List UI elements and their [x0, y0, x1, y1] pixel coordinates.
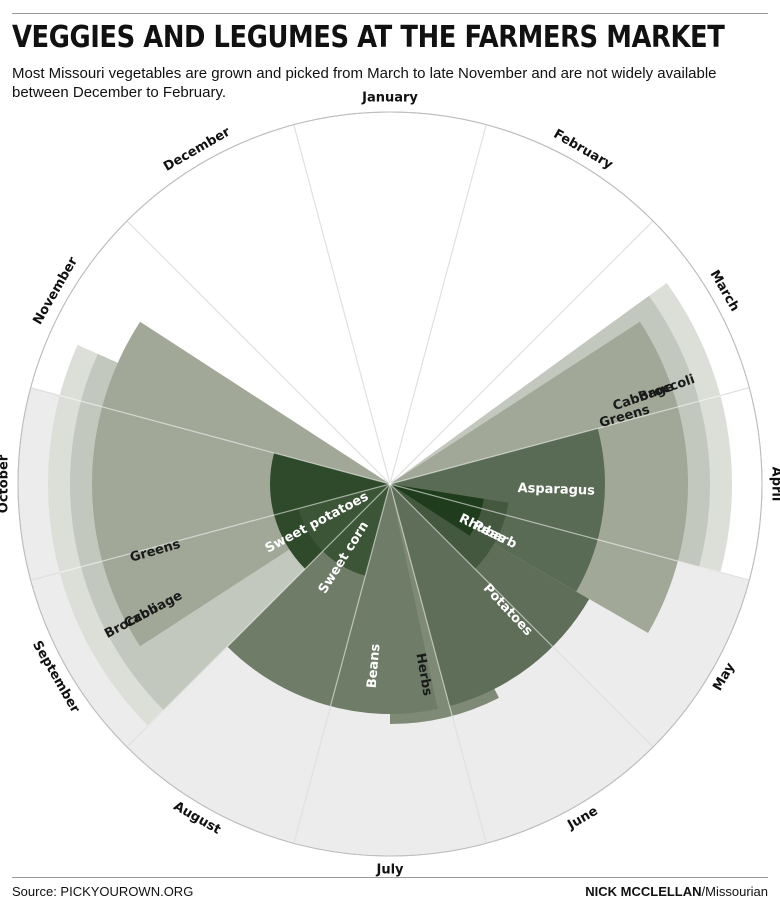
month-label-january: January: [361, 91, 418, 106]
month-divider-5: [389, 483, 654, 748]
ring-peas-13: [390, 484, 484, 536]
ring-greens-5: [92, 321, 391, 647]
outlet-name: /Missourian: [701, 884, 768, 899]
month-divider-7: [293, 483, 391, 844]
ring-beans-7: [227, 484, 438, 714]
author-name: NICK MCCLELLAN: [585, 884, 702, 899]
month-divider-8: [126, 483, 391, 748]
outer-circle: [17, 111, 763, 857]
ring-potatoes-8: [390, 484, 590, 707]
month-divider-10: [30, 387, 391, 485]
month-divider-4: [389, 483, 750, 581]
top-rule: [12, 13, 768, 14]
month-label-april: April: [769, 467, 780, 502]
month-divider-11: [126, 220, 391, 485]
produce-label-beans-7: Beans: [365, 643, 384, 689]
month-divider-9: [30, 483, 391, 581]
subtitle: Most Missouri vegetables are grown and p…: [12, 65, 717, 101]
month-divider-1: [389, 124, 487, 485]
month-divider-6: [389, 483, 487, 844]
produce-label-asparagus-9: Asparagus: [517, 481, 595, 499]
bottom-rule: [12, 877, 768, 878]
produce-label-herbs-6: Herbs: [412, 652, 434, 697]
produce-rings: [48, 282, 733, 726]
page-title: VEGGIES AND LEGUMES AT THE FARMERS MARKE…: [12, 20, 725, 55]
month-label-july: July: [375, 863, 404, 878]
author-credit: NICK MCCLELLAN/Missourian: [585, 884, 768, 899]
month-divider-3: [389, 387, 750, 485]
month-label-october: October: [0, 454, 12, 513]
month-divider-0: [293, 124, 391, 485]
month-dividers: [17, 111, 763, 857]
month-divider-2: [389, 220, 654, 485]
source-credit: Source: PICKYOUROWN.ORG: [12, 884, 194, 899]
